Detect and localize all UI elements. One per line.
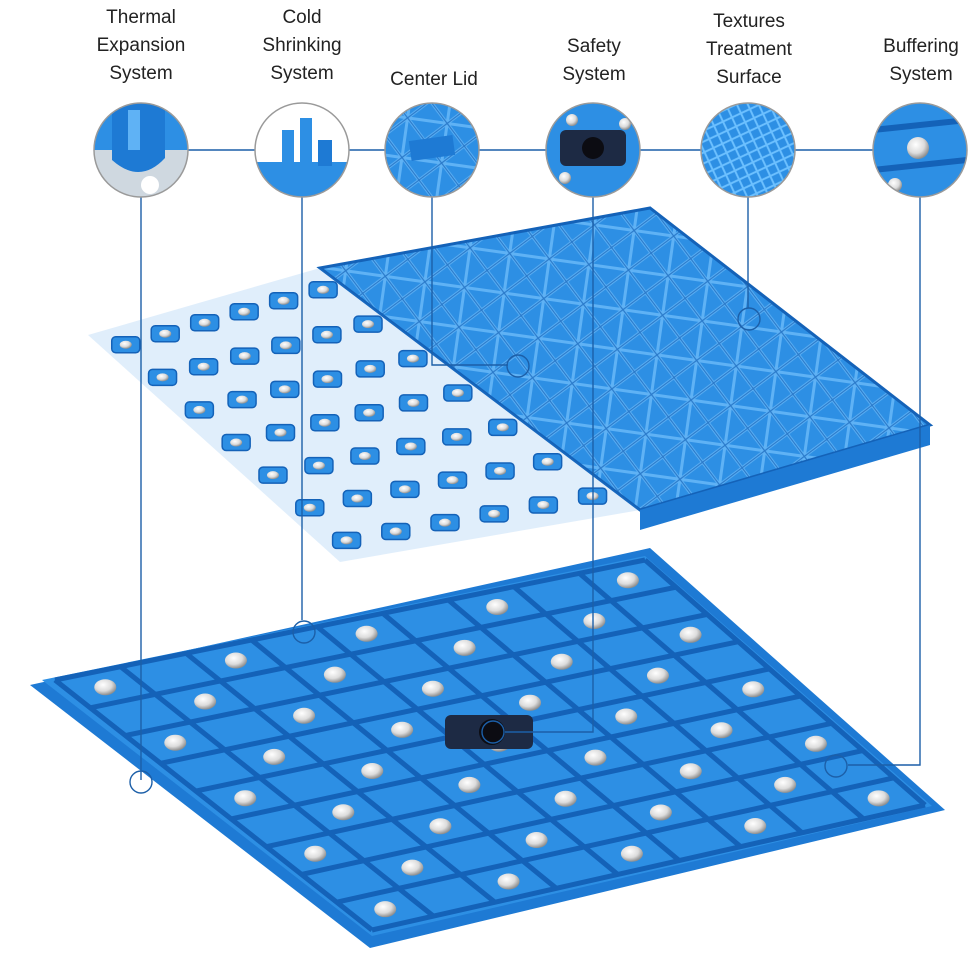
cold-shrinking-detail-icon [254, 102, 350, 198]
upper-clips [110, 281, 608, 550]
label-buffering: Buffering System [883, 36, 959, 85]
base-ribs [53, 557, 927, 933]
safety-pin-icon [479, 719, 505, 745]
label-thermal-expansion: Thermal Expansion System [96, 7, 186, 84]
label-center-lid: Center Lid [390, 69, 478, 90]
tile-top-layer-icon [88, 206, 934, 562]
tile-base-layer-icon [30, 548, 945, 948]
textures-detail-icon [700, 102, 796, 198]
buffering-detail-icon [872, 102, 968, 198]
safety-detail-icon [545, 102, 641, 198]
label-cold-shrinking: Cold Shrinking System [262, 7, 342, 84]
thermal-expansion-detail-icon [93, 102, 189, 198]
label-textures-treatment: Textures Treatment Surface [706, 11, 792, 88]
center-lid-detail-icon [384, 102, 480, 198]
leader-lines [129, 149, 921, 794]
label-safety: Safety System [562, 36, 626, 85]
